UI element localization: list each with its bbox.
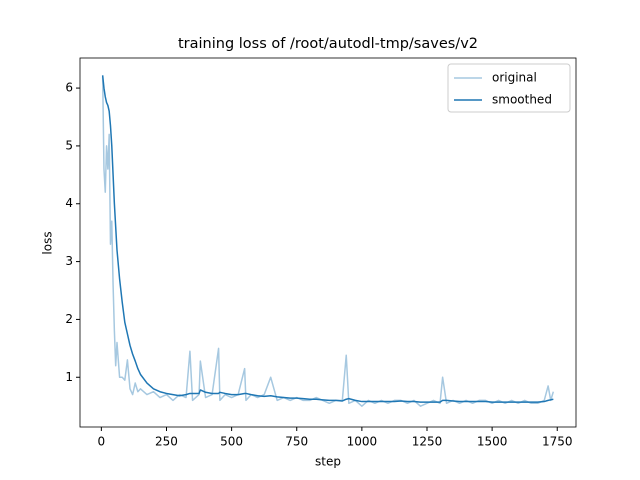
x-tick-label: 1250 <box>412 435 443 449</box>
y-tick-label: 6 <box>65 81 73 95</box>
y-tick-label: 5 <box>65 138 73 152</box>
x-axis-label: step <box>315 455 341 469</box>
y-tick-label: 2 <box>65 312 73 326</box>
x-tick-label: 500 <box>220 435 243 449</box>
legend-label: original <box>492 71 537 85</box>
axes-frame <box>79 57 577 428</box>
x-tick-label: 1000 <box>347 435 378 449</box>
legend-label: smoothed <box>492 93 552 107</box>
y-tick-label: 4 <box>65 196 73 210</box>
x-tick-label: 1750 <box>542 435 573 449</box>
x-tick-label: 250 <box>155 435 178 449</box>
y-axis-label: loss <box>41 231 55 254</box>
x-tick-label: 1500 <box>477 435 508 449</box>
x-tick-label: 750 <box>285 435 308 449</box>
line-1 <box>101 75 554 403</box>
y-tick-label: 1 <box>65 370 73 384</box>
x-tick-label: 0 <box>98 435 106 449</box>
chart-title: training loss of /root/autodl-tmp/saves/… <box>178 36 478 52</box>
y-tick-label: 3 <box>65 254 73 268</box>
